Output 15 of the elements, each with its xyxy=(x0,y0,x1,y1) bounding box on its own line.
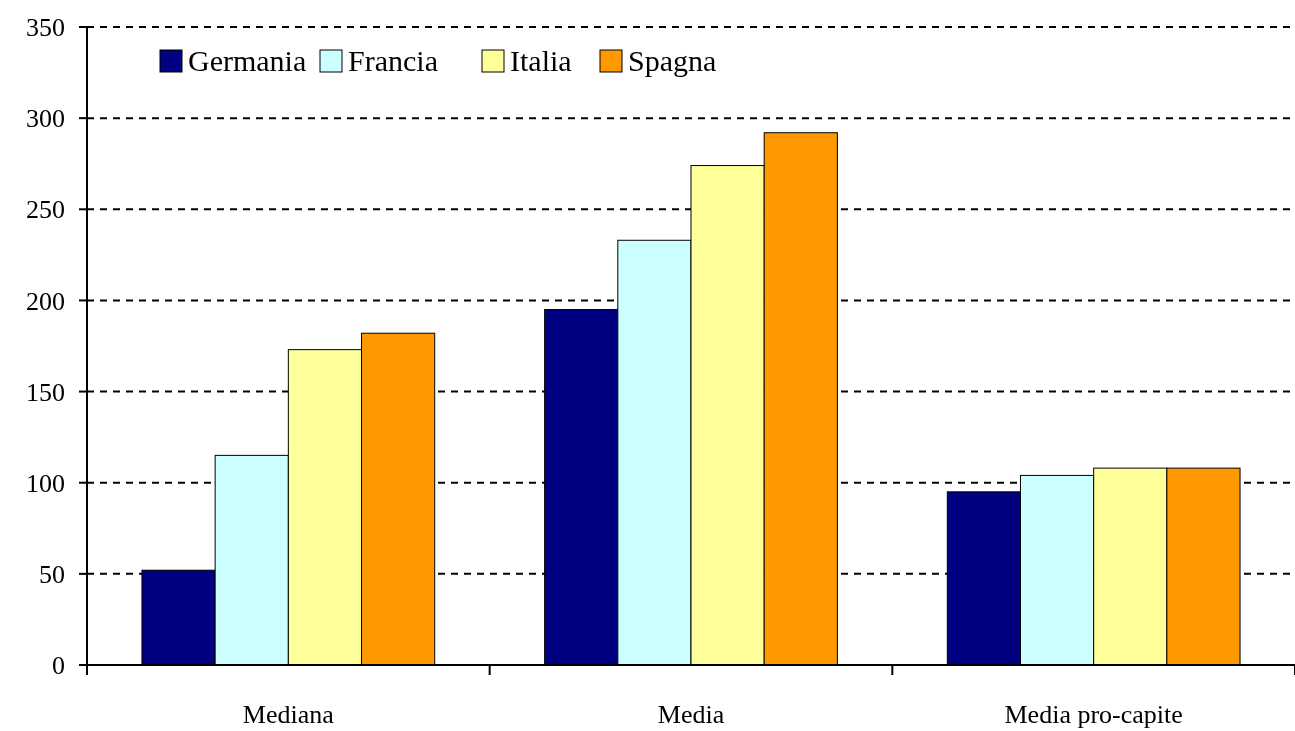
y-tick-label: 250 xyxy=(26,195,65,225)
y-tick-label: 300 xyxy=(26,104,65,134)
y-tick-label: 150 xyxy=(26,377,65,407)
x-tick-label: Media pro-capite xyxy=(1004,700,1183,729)
legend-label: Spagna xyxy=(628,44,717,77)
y-tick-label: 50 xyxy=(39,559,65,589)
y-tick-label: 100 xyxy=(26,468,65,498)
y-tick-label: 350 xyxy=(26,13,65,43)
x-tick-label: Media xyxy=(657,700,725,729)
legend-label: Francia xyxy=(348,44,438,77)
legend-label: Italia xyxy=(510,44,572,77)
legend-label: Germania xyxy=(188,44,307,77)
y-tick-label: 0 xyxy=(52,651,65,681)
y-tick-label: 200 xyxy=(26,286,65,316)
x-tick-label: Mediana xyxy=(242,700,335,729)
